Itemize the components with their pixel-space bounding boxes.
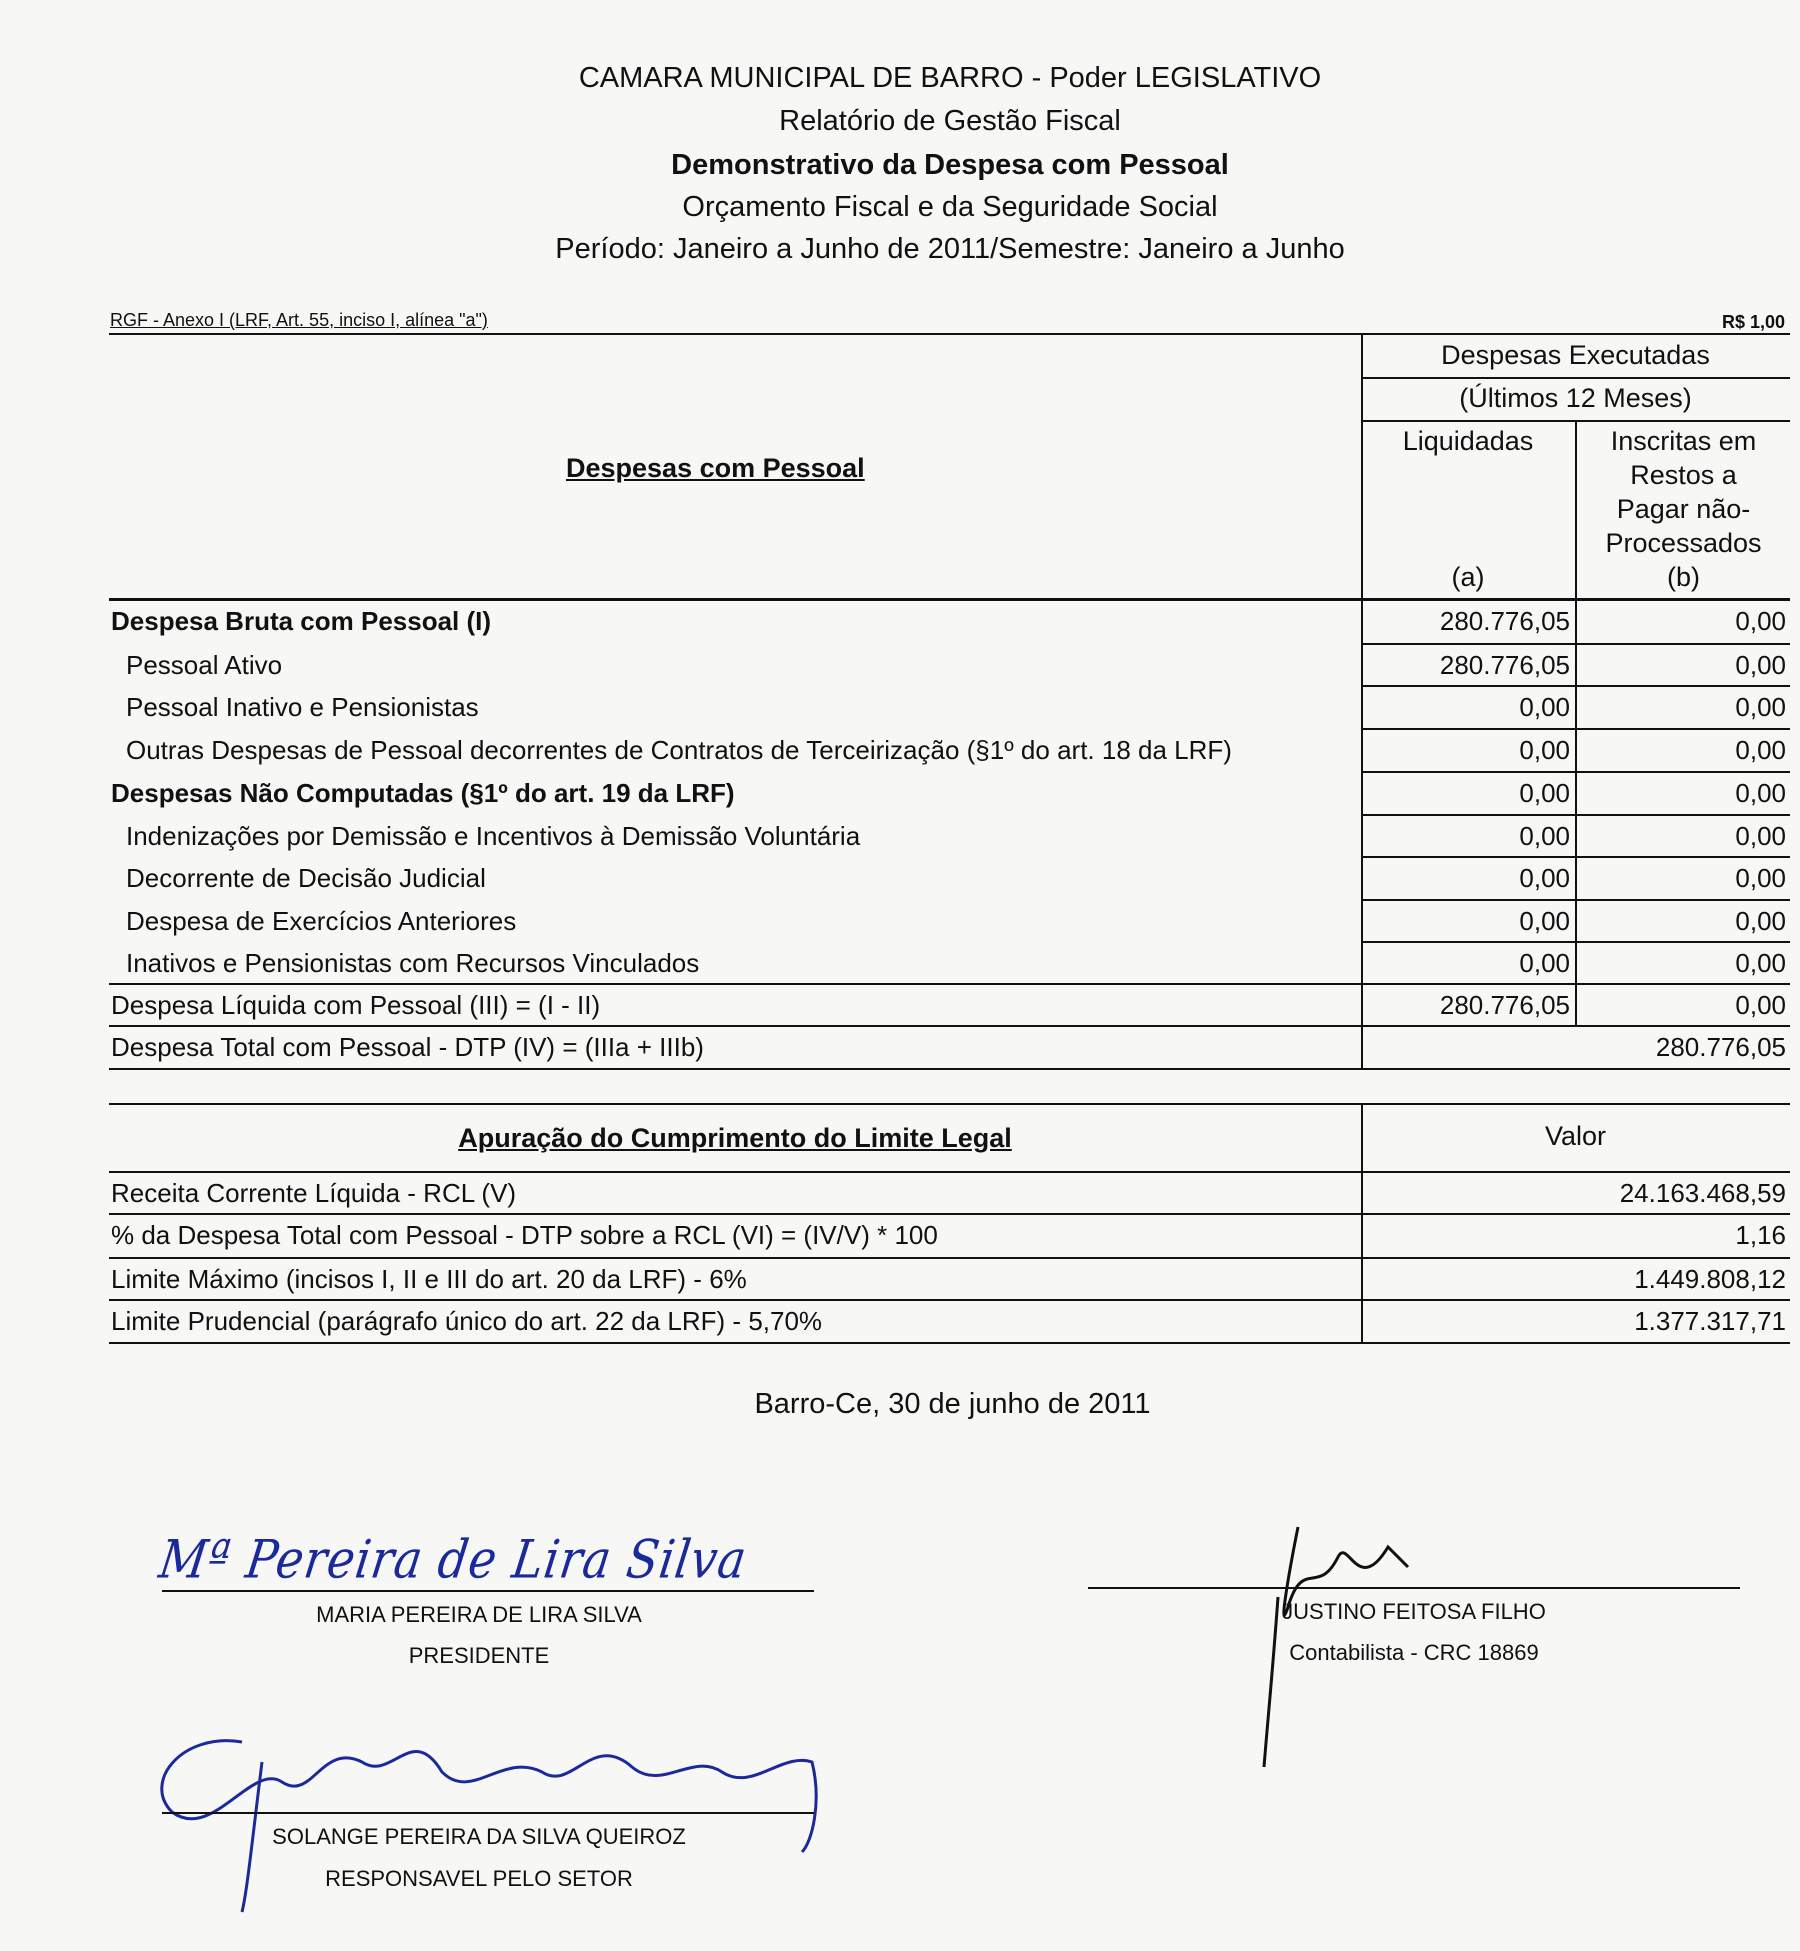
divider [1575,420,1577,1025]
table-title: Despesas com Pessoal [566,453,865,483]
row-label: % da Despesa Total com Pessoal - DTP sob… [111,1220,938,1250]
row-value-b: 0,00 [1735,650,1786,680]
divider [109,1171,1790,1173]
row-value-b: 0,00 [1735,606,1786,636]
row-value-b: 0,00 [1735,735,1786,765]
row-label: Decorrente de Decisão Judicial [126,863,486,893]
total-label: Despesa Total com Pessoal - DTP (IV) = (… [111,1032,704,1062]
row-value-b: 0,00 [1735,821,1786,851]
total-value: 280.776,05 [1655,1032,1786,1062]
column-a-label: Liquidadas [1402,426,1534,456]
row-label: Pessoal Inativo e Pensionistas [126,692,479,722]
header-line-3: Demonstrativo da Despesa com Pessoal [671,149,1229,181]
row-value: 1.449.808,12 [1634,1264,1786,1294]
column-b-code: (b) [1667,562,1700,592]
row-value-a: 0,00 [1519,692,1570,722]
row-value-a: 280.776,05 [1439,990,1570,1020]
annex-reference: RGF - Anexo I (LRF, Art. 55, inciso I, a… [110,310,488,330]
group-header-period: (Últimos 12 Meses) [1459,383,1692,413]
header-line-4: Orçamento Fiscal e da Seguridade Social [682,191,1218,223]
signer-role: PRESIDENTE [408,1643,550,1668]
divider [1361,643,1790,645]
header-line-1: CAMARA MUNICIPAL DE BARRO - Poder LEGISL… [578,62,1322,94]
divider [109,333,1790,335]
row-label: Limite Máximo (incisos I, II e III do ar… [111,1264,747,1294]
divider [1361,814,1790,816]
divider [1361,941,1790,943]
row-value-a: 0,00 [1519,778,1570,808]
signer-name: JUSTINO FEITOSA FILHO [1282,1599,1546,1624]
row-value-a: 0,00 [1519,906,1570,936]
row-value-b: 0,00 [1735,906,1786,936]
row-value-b: 0,00 [1735,948,1786,978]
divider [1361,856,1790,858]
row-label: Inativos e Pensionistas com Recursos Vin… [126,948,700,978]
row-value-b: 0,00 [1735,990,1786,1020]
column-b-label-3: Pagar não- [1616,494,1751,524]
row-label: Despesas Não Computadas (§1º do art. 19 … [111,778,735,808]
row-label: Pessoal Ativo [126,650,283,680]
row-value-b: 0,00 [1735,692,1786,722]
row-label: Despesa Bruta com Pessoal (I) [111,606,492,636]
divider [1361,333,1363,1068]
header-line-5: Período: Janeiro a Junho de 2011/Semestr… [555,233,1345,265]
signer-role: RESPONSAVEL PELO SETOR [325,1866,633,1891]
value-header: Valor [1544,1121,1607,1151]
column-b-label-2: Restos a [1630,460,1737,490]
currency-unit: R$ 1,00 [1721,312,1785,332]
row-value-b: 0,00 [1735,778,1786,808]
signature-stroke [160,1739,818,1913]
row-value: 1,16 [1735,1220,1786,1250]
handwritten-signature [160,1739,818,1913]
signer-role: Contabilista - CRC 18869 [1289,1640,1539,1665]
divider [1361,771,1790,773]
row-value-a: 280.776,05 [1439,606,1570,636]
column-b-label-4: Processados [1605,528,1762,558]
row-label: Despesa de Exercícios Anteriores [126,906,517,936]
signature-line [1088,1587,1740,1589]
row-value: 1.377.317,71 [1634,1306,1786,1336]
date-line: Barro-Ce, 30 de junho de 2011 [754,1388,1151,1420]
divider [1361,899,1790,901]
row-value-a: 280.776,05 [1439,650,1570,680]
divider [109,983,1790,985]
divider [1361,1103,1363,1343]
signature-stroke [1262,1526,1410,1768]
divider [109,1257,1790,1259]
column-b-label-1: Inscritas em [1610,426,1757,456]
row-value-b: 0,00 [1735,863,1786,893]
divider [109,1299,1790,1301]
divider [109,1068,1790,1070]
signer-name: MARIA PEREIRA DE LIRA SILVA [316,1602,642,1627]
signature-line [162,1812,814,1814]
divider [1361,685,1790,687]
row-label: Outras Despesas de Pessoal decorrentes d… [126,735,1232,765]
divider [1361,728,1790,730]
table-title: Apuração do Cumprimento do Limite Legal [458,1123,1012,1153]
handwritten-signature: Mª Pereira de Lira Silva [155,1527,751,1591]
row-label: Limite Prudencial (parágrafo único do ar… [111,1306,823,1336]
divider [109,1342,1790,1344]
row-label: Indenizações por Demissão e Incentivos à… [126,821,861,851]
divider [1361,377,1790,379]
signature-line [162,1590,814,1592]
group-header-executed: Despesas Executadas [1441,340,1710,370]
header-line-2: Relatório de Gestão Fiscal [779,105,1121,137]
divider [109,598,1790,601]
row-label: Receita Corrente Líquida - RCL (V) [111,1178,517,1208]
row-value-a: 0,00 [1519,735,1570,765]
divider [109,1025,1790,1027]
signer-name: SOLANGE PEREIRA DA SILVA QUEIROZ [272,1824,686,1849]
divider [109,1213,1790,1215]
row-value-a: 0,00 [1519,948,1570,978]
row-value: 24.163.468,59 [1619,1178,1786,1208]
row-value-a: 0,00 [1519,821,1570,851]
divider [109,1103,1790,1105]
row-label: Despesa Líquida com Pessoal (III) = (I -… [111,990,601,1020]
handwritten-signature [1262,1526,1410,1768]
column-a-code: (a) [1451,562,1485,592]
row-value-a: 0,00 [1519,863,1570,893]
